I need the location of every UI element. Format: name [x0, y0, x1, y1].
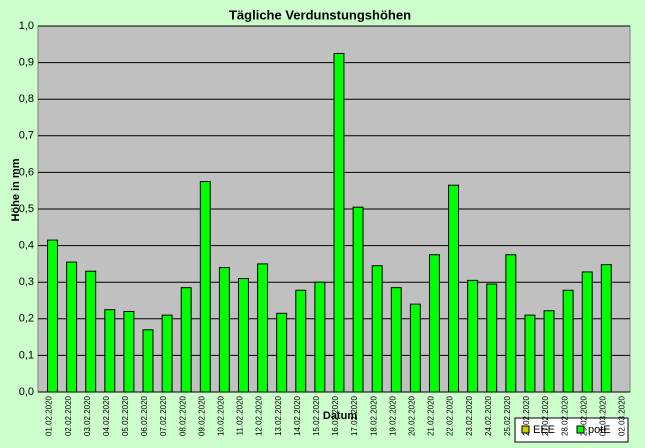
x-tick-label: 27.02.2020 [541, 395, 550, 436]
bar [448, 184, 460, 393]
bar [543, 310, 555, 393]
bar [257, 263, 269, 393]
bar [314, 281, 326, 393]
x-tick-label: 21.02.2020 [427, 395, 436, 436]
y-axis-label: Höhe in mm [10, 158, 22, 221]
x-tick-label: 12.02.2020 [255, 395, 264, 436]
bar [524, 314, 536, 393]
chart-title: Tägliche Verdunstungshöhen [229, 7, 411, 22]
bar [142, 329, 154, 393]
bar [352, 206, 364, 393]
x-tick-label: 05.02.2020 [121, 395, 130, 436]
x-tick-label: 24.02.2020 [484, 395, 493, 436]
x-tick-label: 03.02.2020 [83, 395, 92, 436]
bar [562, 289, 574, 393]
x-tick-label: 09.02.2020 [197, 395, 206, 436]
x-tick-label: 20.02.2020 [407, 395, 416, 436]
x-tick-label: 16.02.2020 [331, 395, 340, 436]
x-tick-label: 02.03.2020 [618, 395, 627, 436]
bar [486, 283, 498, 393]
y-tick-label: 0,3 [19, 276, 34, 288]
bar [371, 265, 383, 393]
bar [47, 239, 58, 393]
x-tick-label: 17.02.2020 [350, 395, 359, 436]
legend-label: EEE [533, 424, 555, 436]
y-tick-label: 0,1 [19, 349, 34, 361]
x-tick-label: 18.02.2020 [369, 395, 378, 436]
bar [180, 287, 192, 393]
y-tick-label: 0,0 [19, 386, 34, 398]
y-tick-label: 0,5 [19, 203, 34, 215]
x-tick-label: 15.02.2020 [312, 395, 321, 436]
y-tick-label: 0,8 [19, 93, 34, 105]
x-tick-label: 26.02.2020 [522, 395, 531, 436]
bar [218, 267, 230, 393]
bar [409, 303, 421, 393]
bar [104, 309, 116, 393]
y-tick-label: 0,4 [19, 240, 34, 252]
bar [467, 279, 479, 393]
x-tick-label: 28.02.2020 [560, 395, 569, 436]
x-tick-label: 19.02.2020 [388, 395, 397, 436]
y-tick-label: 0,6 [19, 166, 34, 178]
legend-label: potE [588, 424, 611, 436]
bar [66, 261, 78, 393]
x-tick-label: 29.02.2020 [579, 395, 588, 436]
y-tick-label: 0,2 [19, 313, 34, 325]
y-tick-label: 1,0 [19, 20, 34, 32]
x-tick-label: 23.02.2020 [465, 395, 474, 436]
x-tick-label: 08.02.2020 [178, 395, 187, 436]
bar [428, 254, 440, 393]
legend [514, 417, 629, 443]
x-tick-label: 10.02.2020 [217, 395, 226, 436]
x-tick-label: 02.02.2020 [64, 395, 73, 436]
bar [199, 181, 211, 393]
bar [85, 270, 97, 393]
bar [123, 310, 135, 393]
bar [161, 314, 173, 393]
x-tick-label: 01.03.2020 [598, 395, 607, 436]
legend-swatch [521, 425, 530, 434]
bar [333, 52, 345, 393]
x-tick-label: 06.02.2020 [140, 395, 149, 436]
x-tick-label: 07.02.2020 [159, 395, 168, 436]
x-axis-label: Datum [323, 410, 357, 422]
x-tick-label: 13.02.2020 [274, 395, 283, 436]
x-tick-label: 25.02.2020 [503, 395, 512, 436]
bar [600, 264, 612, 393]
y-tick-label: 0,7 [19, 130, 34, 142]
legend-swatch [576, 425, 585, 434]
x-tick-label: 22.02.2020 [446, 395, 455, 436]
x-tick-label: 11.02.2020 [236, 395, 245, 435]
y-tick-label: 0,9 [19, 57, 34, 69]
bar [505, 254, 517, 393]
x-tick-label: 04.02.2020 [102, 395, 111, 436]
bar [238, 278, 249, 393]
bar [390, 287, 402, 393]
x-tick-label: 01.02.2020 [45, 395, 54, 436]
bar [276, 312, 288, 393]
bar [581, 271, 593, 393]
bar [295, 289, 307, 393]
x-tick-label: 14.02.2020 [293, 395, 302, 436]
